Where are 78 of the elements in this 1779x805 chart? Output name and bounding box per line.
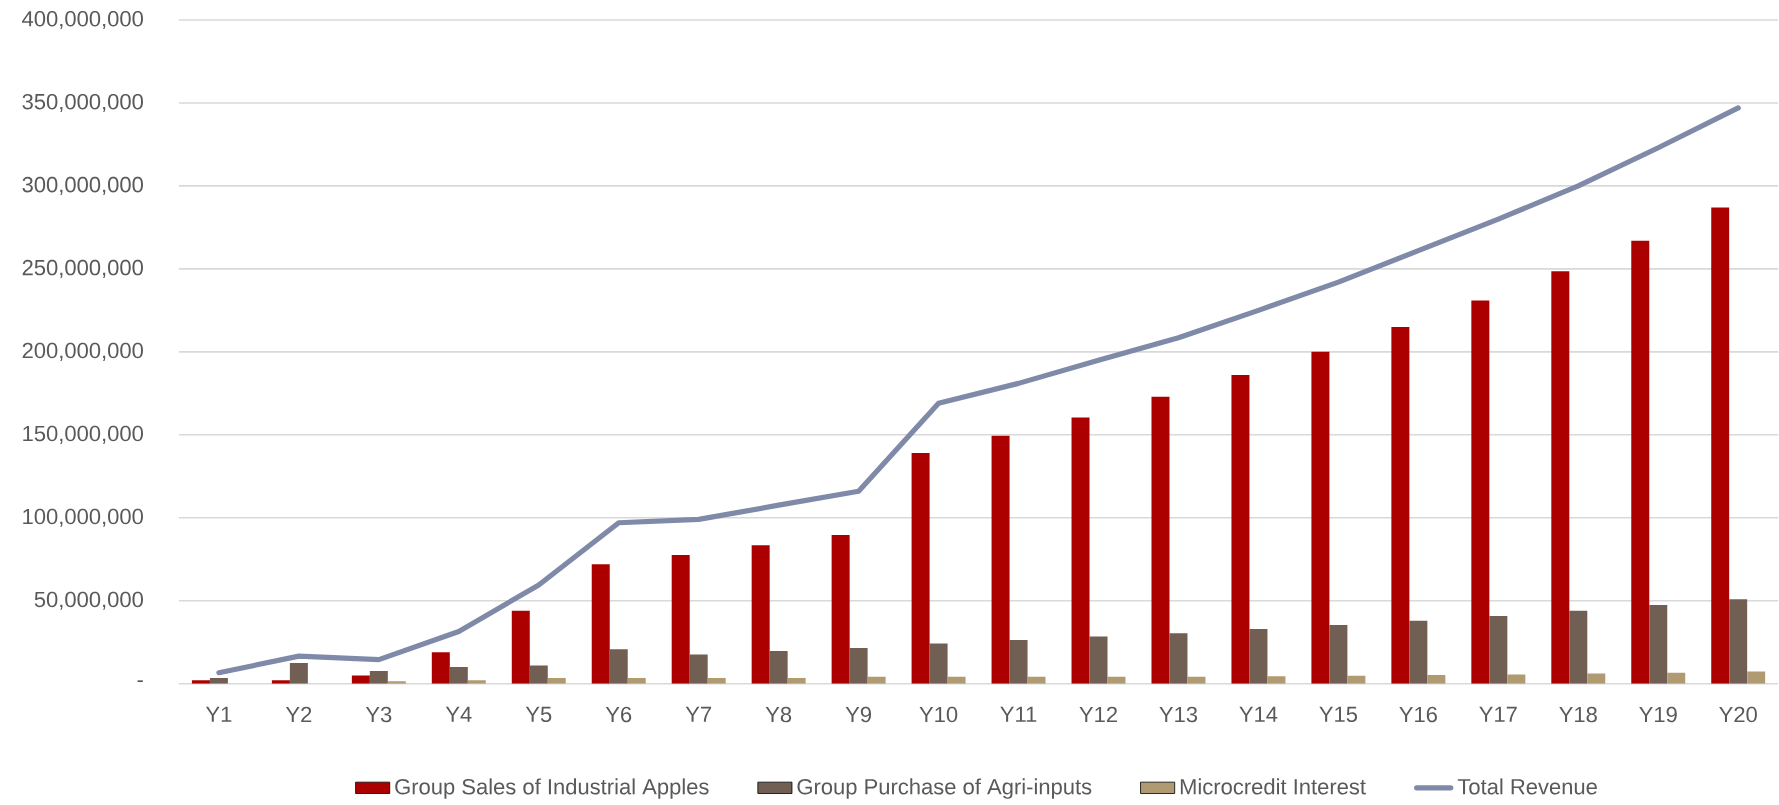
x-tick-label: Y11 [1000,706,1037,722]
x-tick-label: Y18 [1559,706,1597,723]
bar [1267,676,1286,684]
bar [991,435,1010,684]
x-tick-label: Y15 [1319,706,1358,722]
x-tick-label: Y17 [1479,706,1517,722]
bar [1427,674,1446,684]
x-tick-label: Y12 [1079,706,1117,722]
bar [769,650,788,684]
bar [689,654,708,684]
y-tick-label: 150,000,000 [23,425,143,444]
bar [511,610,530,684]
bar [191,680,210,684]
legend-label: Group Sales of Industrial Apples [395,778,709,799]
y-tick-label: 100,000,000 [23,508,143,527]
x-tick-label: Y10 [919,706,958,723]
x-tick-label: Y3 [365,706,392,723]
bar [751,545,770,684]
x-tick-label: Y6 [605,706,632,723]
bar [1169,633,1188,684]
bar [1009,639,1028,684]
bar [591,564,610,684]
legend-label: Total Revenue [1457,778,1597,795]
y-tick-label: 50,000,000 [34,591,143,610]
x-tick-label: Y5 [525,706,552,722]
bar [671,554,690,684]
bar [831,534,850,684]
bar [369,670,388,684]
bar [1631,240,1650,684]
x-tick-label: Y14 [1239,706,1278,722]
bar [1329,624,1348,684]
y-tick-label: 300,000,000 [22,176,143,195]
x-tick-label: Y20 [1719,706,1757,723]
bar [1569,610,1588,684]
legend-label: Group Purchase of Agri-inputs [797,778,1092,799]
bar [467,680,486,684]
bar [1071,417,1090,684]
bar [1587,673,1606,684]
bar [911,452,930,684]
x-tick-label: Y7 [685,706,712,722]
bar [1489,615,1508,684]
bar [849,647,868,684]
x-tick-label: Y4 [445,706,472,722]
bar [1391,326,1410,684]
x-tick-label: Y9 [845,706,872,723]
x-tick-label: Y19 [1639,706,1677,723]
bar [1471,300,1490,684]
bar [1231,374,1250,684]
bar [609,649,628,684]
x-tick-label: Y8 [765,706,792,723]
y-tick-label: 250,000,000 [22,259,143,278]
bar [1729,599,1748,684]
bar [271,680,290,684]
bar [1409,620,1428,684]
bar [1551,271,1570,684]
bar [529,665,548,684]
bar [1311,351,1330,684]
bar [1649,604,1668,684]
y-tick-label: 200,000,000 [22,342,143,361]
bar [1151,396,1170,684]
y-tick-label: - [137,680,143,682]
bar [1089,636,1108,684]
bar [449,666,468,684]
bar [351,675,370,684]
bar [289,662,308,684]
bar [1667,672,1686,684]
bar [929,643,948,684]
x-tick-label: Y2 [285,706,312,722]
x-tick-label: Y1 [205,706,232,722]
legend-label: Microcredit Interest [1180,778,1366,795]
bar [1711,207,1730,684]
bar [1249,628,1268,684]
bar [1747,671,1766,684]
x-tick-label: Y13 [1159,706,1198,723]
y-tick-label: 350,000,000 [22,93,143,112]
y-tick-label: 400,000,000 [22,10,143,29]
bar [431,652,450,684]
x-tick-label: Y16 [1399,706,1437,723]
